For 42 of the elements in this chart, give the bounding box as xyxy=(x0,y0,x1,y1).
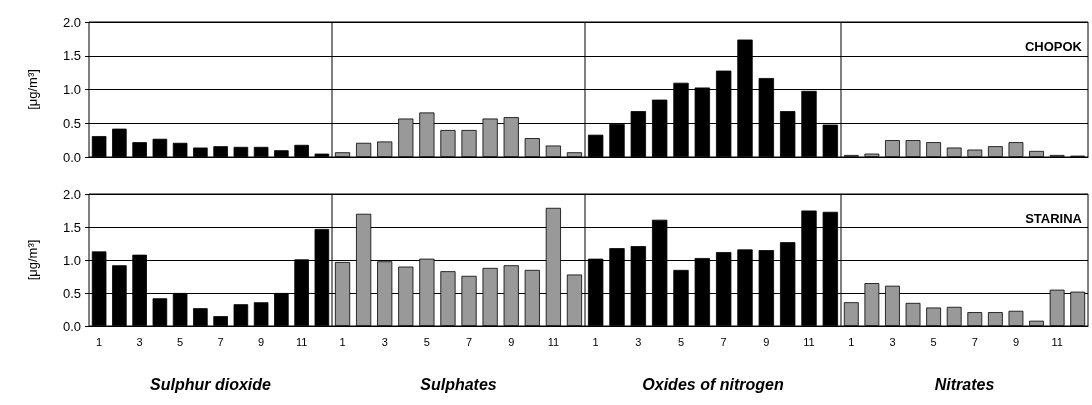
x-axis-title: Nitrates xyxy=(934,375,995,393)
y-axis-title: [μg/m³] xyxy=(25,69,40,110)
annotation: STARINA xyxy=(1025,211,1083,226)
y-tick-label: 0.0 xyxy=(62,318,81,334)
y-tick-label: 0.5 xyxy=(62,285,81,301)
x-tick-label: 1 xyxy=(339,335,346,348)
x-tick-label: 3 xyxy=(635,335,642,348)
x-tick-label: 5 xyxy=(423,335,430,348)
x-tick-label: 9 xyxy=(763,335,770,348)
x-tick-label: 9 xyxy=(258,335,265,348)
y-tick-label: 1.0 xyxy=(62,252,81,268)
x-tick-label: 7 xyxy=(217,335,224,348)
x-tick-label: 11 xyxy=(803,335,815,348)
x-tick-label: 3 xyxy=(381,335,388,348)
x-axis-title: Sulphur dioxide xyxy=(150,375,272,393)
x-tick-label: 7 xyxy=(465,335,473,348)
x-tick-label: 3 xyxy=(136,335,143,348)
y-tick-label: 0.5 xyxy=(62,115,81,131)
x-tick-label: 3 xyxy=(889,335,896,348)
y-tick-label: 2.0 xyxy=(62,186,81,202)
x-tick-label: 7 xyxy=(720,335,727,348)
y-tick-label: 1.5 xyxy=(62,219,81,235)
x-tick-label: 11 xyxy=(295,335,308,348)
x-tick-label: 5 xyxy=(677,335,685,348)
x-tick-label: 11 xyxy=(1051,335,1063,348)
x-tick-label: 7 xyxy=(971,335,978,348)
x-tick-label: 11 xyxy=(547,335,560,348)
x-tick-label: 5 xyxy=(930,335,937,348)
y-axis-title: [μg/m³] xyxy=(25,239,40,281)
x-tick-label: 5 xyxy=(177,335,184,348)
x-axis-title: Oxides of nitrogen xyxy=(642,375,784,393)
annotation: CHOPOK xyxy=(1024,39,1083,54)
x-axis-title: Sulphates xyxy=(420,375,497,393)
y-tick-label: 1.5 xyxy=(62,48,81,64)
y-tick-label: 1.0 xyxy=(62,82,81,97)
x-tick-label: 9 xyxy=(508,335,515,348)
x-tick-label: 9 xyxy=(1012,335,1020,348)
y-tick-label: 2.0 xyxy=(62,14,81,30)
x-tick-label: 1 xyxy=(96,335,103,348)
x-tick-label: 1 xyxy=(592,335,599,348)
y-tick-label: 0.0 xyxy=(62,149,81,165)
x-tick-label: 1 xyxy=(848,335,855,348)
